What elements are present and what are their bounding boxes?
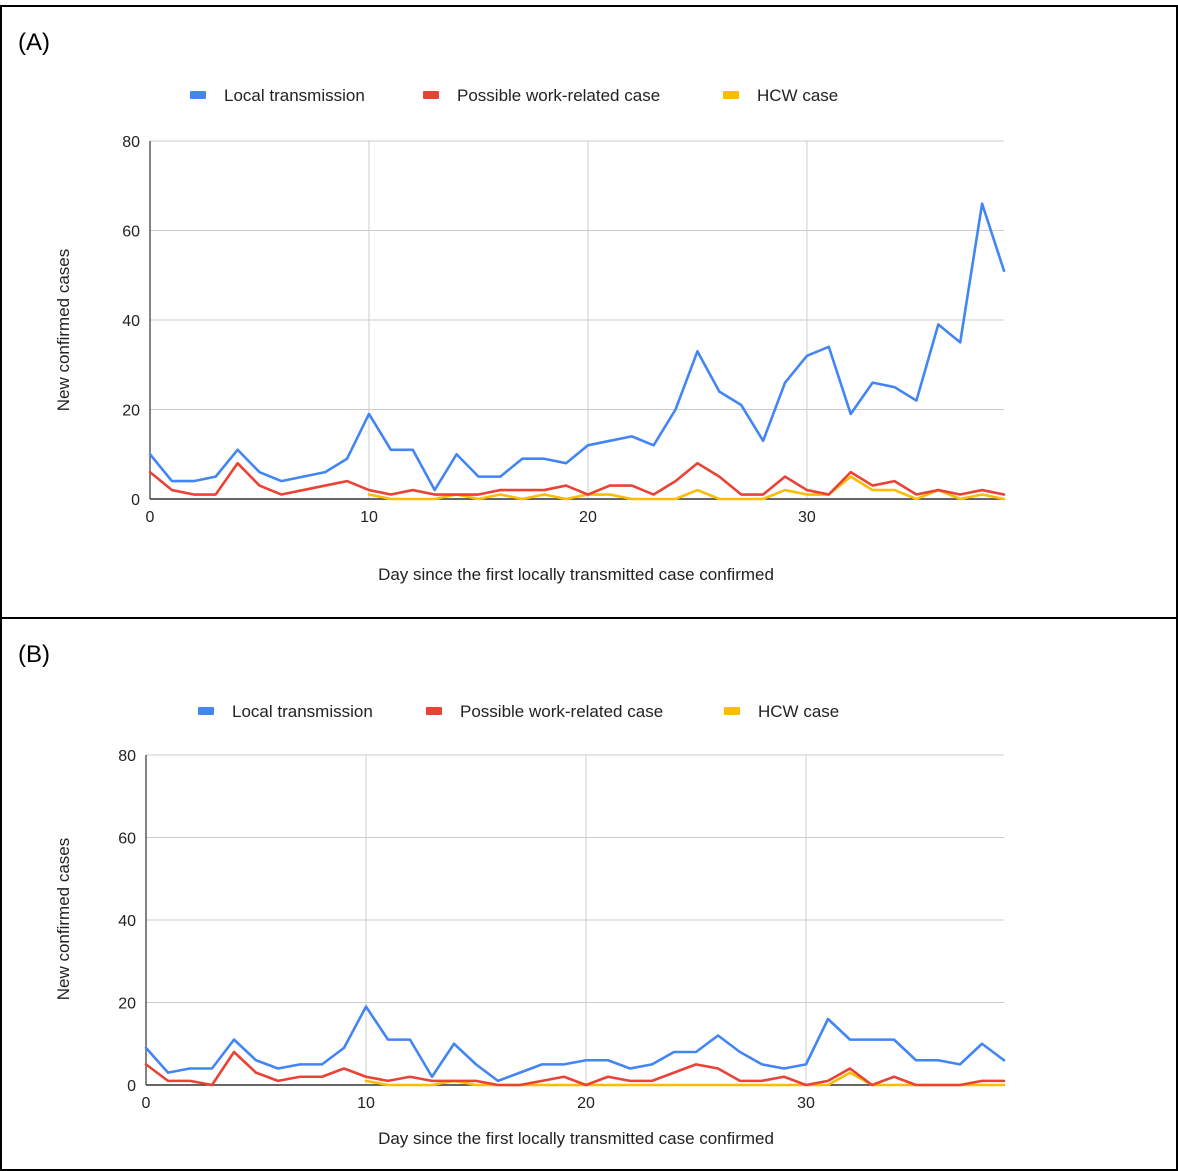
plot-area: 0 20 40 60 80 0 10 20 30	[118, 748, 1006, 1112]
legend-label: Local transmission	[224, 86, 365, 105]
x-tick-label: 30	[797, 1095, 815, 1112]
legend: Local transmission Possible work-related …	[198, 702, 839, 721]
x-tick-label: 20	[577, 1095, 595, 1112]
figure-frame	[0, 5, 1178, 1171]
series-line-possible-work-related-case	[144, 1050, 1006, 1087]
legend-label: Local transmission	[232, 702, 373, 721]
legend-swatch	[190, 91, 206, 99]
panel-b: (B) Local transmission Possible work-rela…	[18, 641, 1006, 1148]
series-line-local-transmission	[148, 202, 1006, 492]
series-line-hcw-case	[367, 475, 1006, 501]
legend: Local transmission Possible work-related …	[190, 86, 838, 105]
legend-swatch	[423, 91, 439, 99]
y-tick-label: 40	[118, 913, 136, 930]
y-tick-label: 80	[122, 134, 140, 151]
legend-swatch	[198, 707, 214, 715]
y-tick-label: 0	[131, 492, 140, 509]
legend-swatch	[426, 707, 442, 715]
y-tick-label: 60	[118, 831, 136, 848]
legend-label: HCW case	[758, 702, 839, 721]
y-axis-label: New confirmed cases	[54, 838, 73, 1001]
x-tick-label: 30	[798, 509, 816, 526]
x-axis-label: Day since the first locally transmitted …	[378, 1129, 774, 1148]
plot-area: 0 20 40 60 80 0 10 20 30	[122, 134, 1006, 526]
x-tick-label: 10	[360, 509, 378, 526]
legend-swatch	[723, 91, 739, 99]
x-axis-label: Day since the first locally transmitted …	[378, 565, 774, 584]
panel-a: (A) Local transmission Possible work-rela…	[18, 29, 1006, 584]
y-tick-label: 0	[127, 1078, 136, 1095]
series-line-hcw-case	[364, 1071, 1006, 1087]
x-tick-label: 10	[357, 1095, 375, 1112]
panel-label: (A)	[18, 29, 50, 56]
legend-label: Possible work-related case	[457, 86, 660, 105]
legend-swatch	[724, 707, 740, 715]
x-tick-label: 0	[142, 1095, 151, 1112]
legend-label: HCW case	[757, 86, 838, 105]
y-tick-label: 40	[122, 313, 140, 330]
y-axis-label: New confirmed cases	[54, 249, 73, 412]
y-tick-label: 20	[118, 996, 136, 1013]
series-line-local-transmission	[144, 1005, 1006, 1083]
y-tick-label: 80	[118, 748, 136, 765]
legend-label: Possible work-related case	[460, 702, 663, 721]
y-tick-label: 20	[122, 403, 140, 420]
x-tick-label: 20	[579, 509, 597, 526]
panel-label: (B)	[18, 641, 50, 668]
series-line-possible-work-related-case	[148, 461, 1006, 496]
y-tick-label: 60	[122, 224, 140, 241]
x-tick-label: 0	[146, 509, 155, 526]
